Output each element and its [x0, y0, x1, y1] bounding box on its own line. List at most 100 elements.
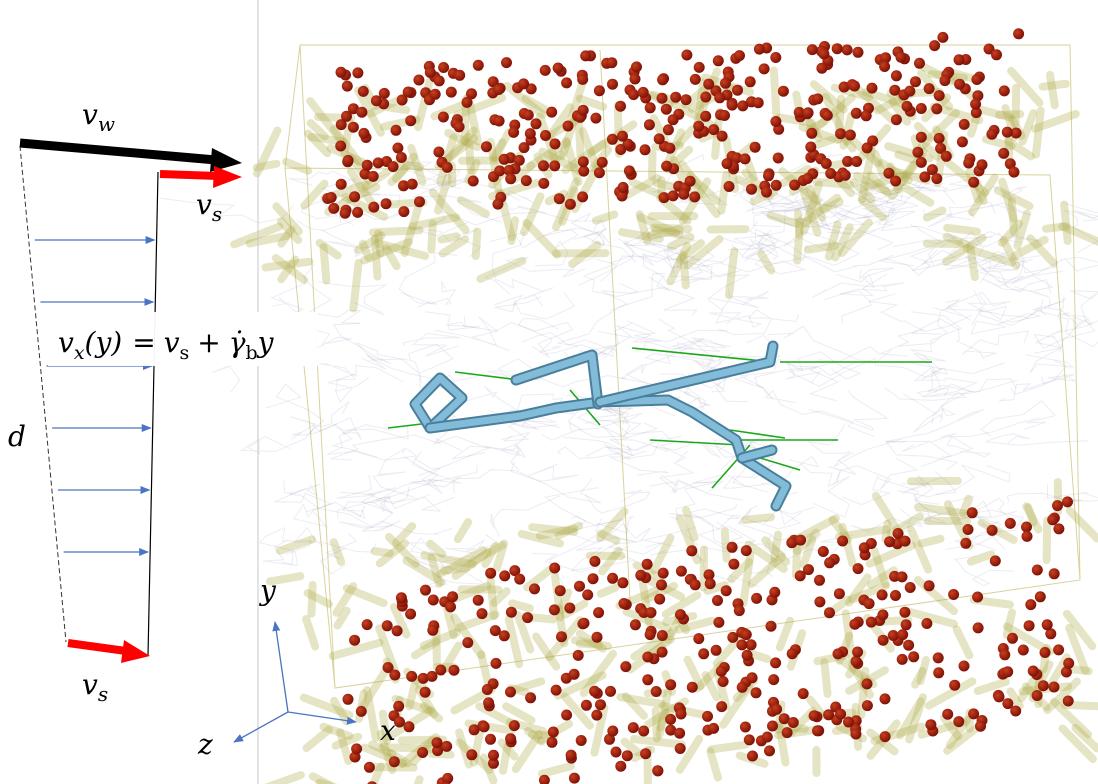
bead: [522, 612, 533, 623]
bead: [877, 609, 888, 620]
bead: [550, 138, 561, 149]
bead: [631, 61, 642, 72]
bead: [845, 130, 856, 141]
bead: [670, 92, 681, 103]
rod: [542, 766, 571, 774]
rod: [725, 532, 727, 559]
bead: [442, 162, 453, 173]
bead: [592, 632, 603, 643]
bead: [734, 605, 745, 616]
bead: [843, 717, 854, 728]
bead: [595, 699, 606, 710]
bead: [389, 756, 400, 767]
rod: [458, 522, 468, 539]
bead: [356, 706, 367, 717]
chain: [594, 326, 661, 357]
bead: [835, 709, 846, 720]
bead: [605, 686, 616, 697]
bead: [1047, 514, 1058, 525]
rod: [911, 530, 928, 570]
bead: [593, 607, 604, 618]
bead: [888, 630, 899, 641]
bead: [914, 58, 925, 69]
bead: [1053, 644, 1064, 655]
bead: [851, 156, 862, 167]
bead: [466, 749, 477, 760]
bead: [630, 74, 641, 85]
rod: [1007, 613, 1012, 636]
bead: [646, 607, 657, 618]
bead: [352, 67, 363, 78]
bead: [867, 83, 878, 94]
bead: [714, 92, 725, 103]
rod: [634, 739, 682, 745]
bead: [561, 77, 572, 88]
bead: [554, 193, 565, 204]
bead: [430, 89, 441, 100]
bead: [905, 582, 916, 593]
bead: [727, 542, 738, 553]
bead: [414, 196, 425, 207]
figure: vw vs vs d vx(y)=vs+γ̇by y x z: [0, 0, 1098, 784]
rod: [745, 517, 771, 520]
bead: [462, 637, 473, 648]
bead: [1025, 599, 1036, 610]
bead: [569, 773, 580, 784]
bead: [693, 633, 704, 644]
bead: [931, 173, 942, 184]
x-axis-label: x: [380, 714, 396, 747]
bead: [754, 44, 765, 55]
bead: [823, 709, 834, 720]
bead: [891, 70, 902, 81]
bead: [727, 100, 738, 111]
bead: [812, 93, 823, 104]
bead: [953, 716, 964, 727]
bead: [1040, 647, 1051, 658]
bead: [573, 650, 584, 661]
chain: [912, 364, 972, 393]
bead: [941, 151, 952, 162]
chain: [912, 319, 985, 359]
bead: [607, 726, 618, 737]
bead: [973, 622, 984, 633]
bead: [521, 175, 532, 186]
bead: [468, 176, 479, 187]
bead: [607, 79, 618, 90]
rod: [389, 108, 406, 110]
rod: [957, 629, 970, 655]
rod: [1023, 113, 1034, 141]
bead: [814, 596, 825, 607]
bead: [878, 635, 889, 646]
bead: [505, 173, 516, 184]
bead: [967, 507, 978, 518]
bead: [991, 49, 1002, 60]
bead: [597, 157, 608, 168]
bead: [1032, 565, 1043, 576]
chain: [401, 281, 455, 304]
bead: [897, 654, 908, 665]
bead: [654, 133, 665, 144]
bead: [615, 101, 626, 112]
rod: [441, 236, 456, 239]
bead: [773, 153, 784, 164]
bead: [954, 79, 965, 90]
bead: [750, 142, 761, 153]
rod: [771, 215, 797, 223]
rod: [721, 175, 726, 210]
rod: [601, 588, 616, 594]
bead: [751, 593, 762, 604]
bead: [972, 592, 983, 603]
rod: [459, 732, 469, 764]
bead: [640, 144, 651, 155]
bead: [851, 108, 862, 119]
bead: [547, 737, 558, 748]
wall-arrow: [20, 143, 216, 160]
bead: [698, 648, 709, 659]
bead: [751, 687, 762, 698]
rod: [491, 580, 494, 616]
bead: [890, 590, 901, 601]
bead: [388, 161, 399, 172]
bead: [689, 191, 700, 202]
bead: [963, 524, 974, 535]
bead: [505, 733, 516, 744]
